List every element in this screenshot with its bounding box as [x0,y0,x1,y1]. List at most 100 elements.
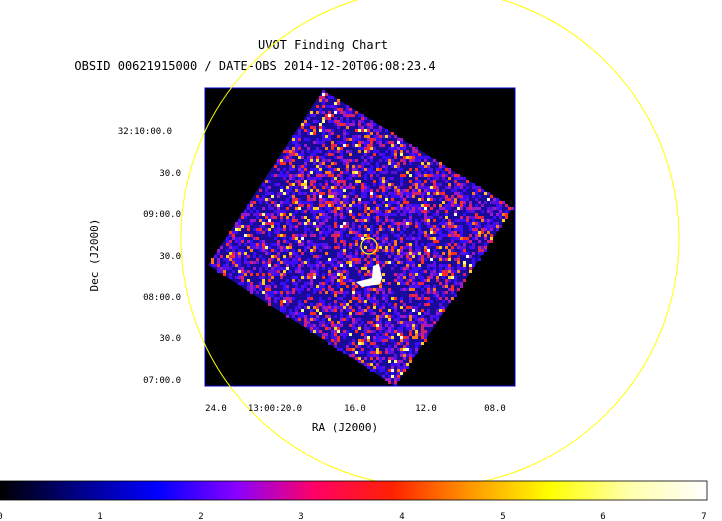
pixel [382,303,385,306]
pixel [424,279,427,282]
pixel [337,291,340,294]
pixel [277,270,280,273]
pixel [490,201,493,204]
pixel [370,324,373,327]
pixel [352,264,355,267]
pixel [394,354,397,357]
pixel [331,144,334,147]
pixel [463,267,466,270]
pixel [388,336,391,339]
pixel [340,309,343,312]
pixel [370,195,373,198]
pixel [463,273,466,276]
pixel [256,273,259,276]
pixel [430,276,433,279]
pixel [457,282,460,285]
chart-title: UVOT Finding Chart [258,38,388,52]
pixel [355,345,358,348]
pixel [253,255,256,258]
pixel [283,168,286,171]
pixel [415,315,418,318]
pixel [349,312,352,315]
pixel [463,237,466,240]
pixel [319,171,322,174]
pixel [439,267,442,270]
pixel [418,234,421,237]
pixel [385,246,388,249]
pixel [415,204,418,207]
pixel [319,285,322,288]
pixel [379,168,382,171]
pixel [298,249,301,252]
pixel [316,141,319,144]
pixel [505,204,508,207]
pixel [313,243,316,246]
pixel [397,333,400,336]
pixel [343,138,346,141]
pixel [361,252,364,255]
pixel [364,264,367,267]
pixel [331,186,334,189]
pixel [388,375,391,378]
pixel [391,327,394,330]
pixel [379,153,382,156]
pixel [484,246,487,249]
pixel [454,228,457,231]
pixel [391,222,394,225]
pixel [403,351,406,354]
pixel [421,315,424,318]
pixel [433,270,436,273]
pixel [328,246,331,249]
pixel [316,285,319,288]
pixel [397,321,400,324]
pixel [307,174,310,177]
pixel [394,360,397,363]
pixel [271,192,274,195]
pixel [241,270,244,273]
pixel [415,330,418,333]
pixel [376,207,379,210]
pixel [457,228,460,231]
pixel [334,102,337,105]
pixel [340,201,343,204]
pixel [454,276,457,279]
pixel [286,192,289,195]
pixel [400,246,403,249]
pixel [331,276,334,279]
pixel [454,243,457,246]
pixel [262,222,265,225]
pixel [358,228,361,231]
pixel [295,270,298,273]
pixel [412,252,415,255]
pixel [439,270,442,273]
pixel [361,321,364,324]
pixel [352,318,355,321]
pixel [385,333,388,336]
pixel [361,120,364,123]
pixel [415,171,418,174]
pixel [238,264,241,267]
pixel [355,321,358,324]
pixel [325,219,328,222]
pixel [370,243,373,246]
pixel [364,303,367,306]
pixel [277,234,280,237]
pixel [412,153,415,156]
pixel [373,366,376,369]
pixel [391,372,394,375]
pixel [337,150,340,153]
pixel [217,252,220,255]
pixel [406,342,409,345]
pixel [403,336,406,339]
pixel [319,99,322,102]
pixel [484,219,487,222]
pixel [295,201,298,204]
pixel [496,228,499,231]
pixel [487,192,490,195]
pixel [430,270,433,273]
pixel [322,267,325,270]
pixel [268,303,271,306]
pixel [391,177,394,180]
pixel [367,213,370,216]
pixel [325,279,328,282]
